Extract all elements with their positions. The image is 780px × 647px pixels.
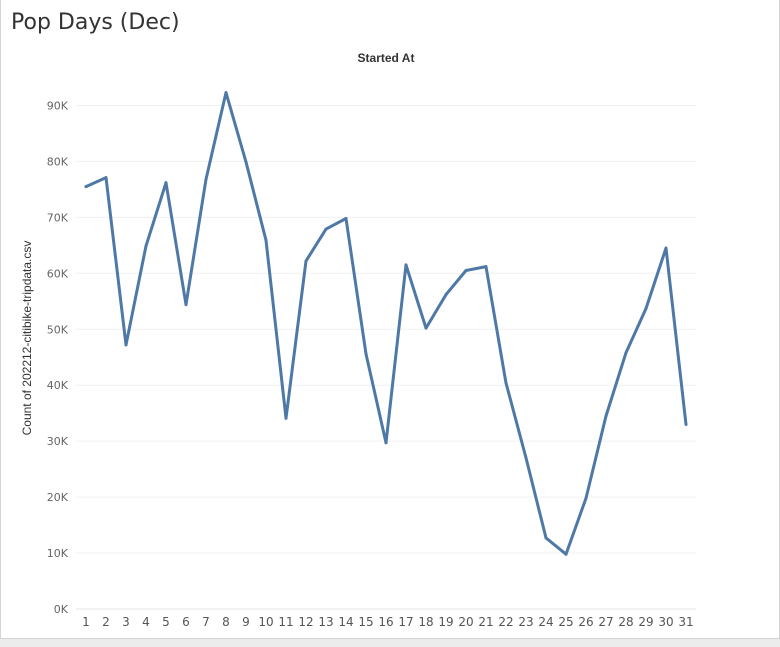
x-tick-label: 29 — [638, 615, 653, 629]
data-point[interactable] — [324, 227, 328, 231]
bottom-scroll-strip — [0, 639, 780, 647]
x-tick-label: 20 — [458, 615, 473, 629]
x-tick-label: 26 — [578, 615, 593, 629]
y-tick-label: 80K — [47, 155, 69, 168]
data-point[interactable] — [204, 177, 208, 181]
data-point[interactable] — [504, 381, 508, 385]
data-point[interactable] — [544, 536, 548, 540]
gridlines — [76, 104, 696, 554]
data-point[interactable] — [604, 414, 608, 418]
x-tick-label: 5 — [162, 615, 170, 629]
data-point[interactable] — [304, 259, 308, 263]
data-point[interactable] — [284, 416, 288, 420]
x-tick-label: 8 — [222, 615, 230, 629]
x-tick-label: 19 — [438, 615, 453, 629]
x-tick-label: 9 — [242, 615, 250, 629]
x-tick-label: 25 — [558, 615, 573, 629]
x-tick-label: 14 — [338, 615, 353, 629]
y-tick-label: 0K — [54, 603, 69, 616]
y-tick-label: 60K — [47, 267, 69, 280]
x-tick-label: 24 — [538, 615, 553, 629]
data-point[interactable] — [104, 176, 108, 180]
x-tick-label: 7 — [202, 615, 210, 629]
x-tick-label: 21 — [478, 615, 493, 629]
x-tick-label: 6 — [182, 615, 190, 629]
data-point[interactable] — [124, 343, 128, 347]
y-tick-label: 30K — [47, 435, 69, 448]
x-tick-label: 10 — [258, 615, 273, 629]
data-point[interactable] — [164, 181, 168, 185]
x-tick-label: 18 — [418, 615, 433, 629]
sheet-title: Pop Days (Dec) — [11, 10, 180, 35]
data-point[interactable] — [484, 265, 488, 269]
y-tick-label: 50K — [47, 323, 69, 336]
x-tick-label: 28 — [618, 615, 633, 629]
x-tick-label: 12 — [298, 615, 313, 629]
x-tick-label: 30 — [658, 615, 673, 629]
x-tick-label: 13 — [318, 615, 333, 629]
x-axis-ticks: 1 2 3 4 5 6 7 8 9 10 11 12 13 14 15 16 17 18 19 20 21 22 23 24 2… — [82, 615, 693, 629]
data-point[interactable] — [84, 185, 88, 189]
data-point[interactable] — [644, 307, 648, 310]
x-tick-label: 4 — [142, 615, 150, 629]
x-tick-label: 1 — [82, 615, 90, 629]
x-tick-label: 27 — [598, 615, 613, 629]
data-point[interactable] — [624, 351, 628, 355]
data-point[interactable] — [384, 441, 388, 445]
x-tick-label: 16 — [378, 615, 393, 629]
column-header: Started At — [358, 51, 415, 65]
data-point[interactable] — [144, 244, 148, 248]
x-tick-label: 11 — [278, 615, 293, 629]
data-point[interactable] — [224, 91, 228, 95]
x-tick-label: 15 — [358, 615, 373, 629]
x-tick-label: 22 — [498, 615, 513, 629]
y-tick-label: 90K — [47, 99, 69, 112]
data-point[interactable] — [584, 496, 588, 500]
y-tick-label: 10K — [47, 547, 69, 560]
x-tick-label: 31 — [678, 615, 693, 629]
data-point[interactable] — [464, 269, 468, 272]
data-point[interactable] — [664, 246, 668, 250]
data-point[interactable] — [524, 456, 528, 460]
y-axis-ticks: 0K 10K 20K 30K 40K 50K 60K 70K 80K 90K — [47, 99, 69, 616]
y-tick-label: 40K — [47, 379, 69, 392]
x-tick-label: 23 — [518, 615, 533, 629]
data-point[interactable] — [344, 217, 348, 220]
data-point[interactable] — [364, 352, 368, 356]
data-point[interactable] — [684, 422, 688, 426]
data-point[interactable] — [424, 326, 428, 330]
data-point[interactable] — [264, 238, 268, 242]
x-tick-label: 2 — [102, 615, 110, 629]
data-points — [84, 91, 688, 556]
data-point[interactable] — [564, 552, 568, 556]
x-tick-label: 3 — [122, 615, 130, 629]
data-point[interactable] — [404, 263, 408, 267]
y-tick-label: 20K — [47, 491, 69, 504]
data-point[interactable] — [444, 293, 448, 297]
x-tick-label: 17 — [398, 615, 413, 629]
data-point[interactable] — [184, 303, 188, 307]
y-tick-label: 70K — [47, 211, 69, 224]
y-axis-title: Count of 202212-citibike-tripdata.csv — [20, 241, 34, 436]
data-point[interactable] — [244, 160, 248, 164]
